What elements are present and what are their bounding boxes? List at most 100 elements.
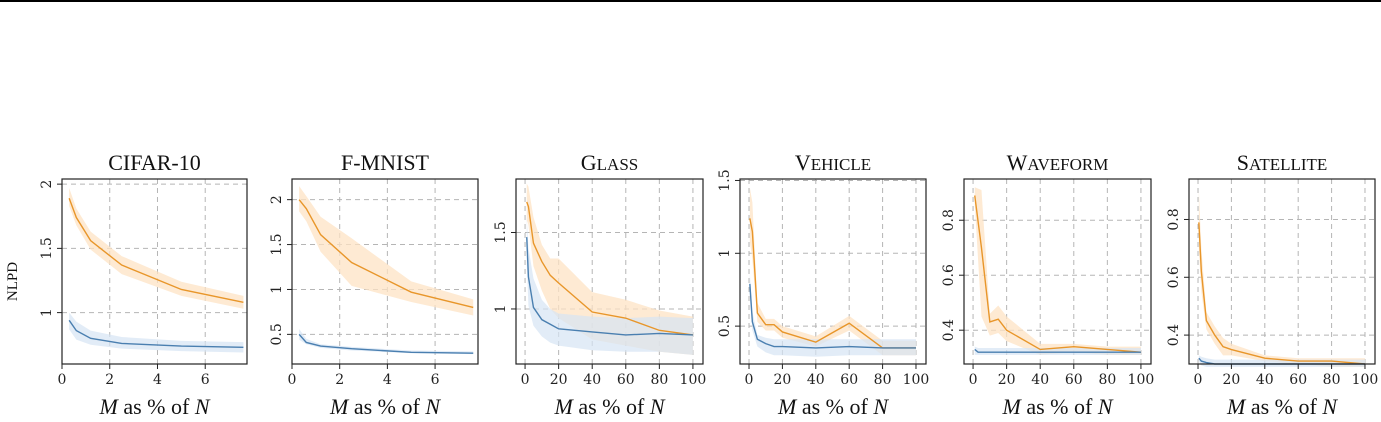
y-tick-label: 1.5 (493, 221, 509, 243)
x-tick-label: 40 (583, 372, 601, 388)
x-tick-label: 80 (650, 372, 668, 388)
y-tick-label: 0.5 (717, 315, 733, 337)
x-axis-label-part: M (329, 394, 350, 419)
y-tick-label: 1.5 (39, 237, 55, 259)
orange-confidence-band (749, 187, 916, 356)
x-tick-label: 60 (840, 372, 858, 388)
x-tick-label: 60 (1065, 372, 1083, 388)
x-tick-label: 20 (1222, 372, 1240, 388)
blue-confidence-band (526, 217, 693, 355)
y-tick-label: 1 (493, 304, 509, 313)
x-axis-label-part: N (1097, 394, 1114, 419)
orange-series-line (974, 195, 1141, 353)
x-tick-label: 0 (288, 372, 297, 388)
blue-series-line (68, 319, 244, 348)
x-tick-label: 20 (998, 372, 1016, 388)
orange-series-line (1198, 222, 1366, 365)
x-axis-label: M as % of N (329, 394, 441, 419)
x-axis-label-part: N (649, 394, 666, 419)
y-tick-label: 0.8 (1166, 208, 1182, 230)
x-tick-label: 60 (617, 372, 635, 388)
panel-1: 0 2 4 6 1 1.5 2 CIFAR-10 M as % of N NLPD (5, 150, 248, 419)
panel-title-initial: S (1237, 150, 1249, 175)
x-axis-label: M as % of N (1226, 394, 1338, 419)
x-axis-label-part: as % of (118, 394, 195, 419)
x-axis-label: M as % of N (554, 394, 666, 419)
x-axis-label-part: as % of (573, 394, 650, 419)
x-tick-label: 4 (153, 372, 162, 388)
x-axis-label-part: M (777, 394, 798, 419)
x-axis-label-part: as % of (1021, 394, 1098, 419)
x-axis-label-part: as % of (348, 394, 425, 419)
orange-series-line (68, 198, 244, 304)
x-tick-label: 40 (1256, 372, 1274, 388)
top-rule (0, 0, 1381, 2)
axes-frame (739, 178, 927, 365)
panel-title: SATELLITE (1237, 150, 1328, 175)
blue-confidence-band (749, 273, 916, 357)
x-tick-label: 100 (1352, 372, 1379, 388)
panel-title-rest: ATELLITE (1249, 155, 1327, 174)
panel-title: WAVEFORM (1007, 150, 1109, 175)
axes-frame (291, 178, 479, 365)
y-tick-label: 1 (269, 285, 285, 294)
y-tick-label: 0.4 (941, 319, 957, 341)
x-tick-label: 80 (1098, 372, 1116, 388)
x-tick-label: 100 (1128, 372, 1155, 388)
orange-series-line (749, 218, 916, 349)
blue-series-line (974, 348, 1141, 353)
x-tick-label: 40 (807, 372, 825, 388)
x-axis-label-part: M (1002, 394, 1023, 419)
x-axis-label: M as % of N (1002, 394, 1114, 419)
x-axis-label-part: as % of (1245, 394, 1322, 419)
panel-2: 0 2 4 6 0.5 1 1.5 2 F-MNIST M as % of N (269, 150, 479, 419)
x-tick-label: 80 (1323, 372, 1341, 388)
blue-series-line (749, 283, 916, 349)
x-tick-label: 4 (383, 372, 392, 388)
x-tick-label: 2 (335, 372, 344, 388)
y-tick-label: 1 (39, 308, 55, 317)
x-tick-label: 0 (521, 372, 530, 388)
panel-title-rest: EHICLE (811, 155, 871, 174)
y-tick-label: 0.6 (941, 264, 957, 286)
x-axis-label: M as % of N (777, 394, 889, 419)
orange-confidence-band (526, 183, 693, 355)
x-tick-label: 100 (680, 372, 707, 388)
axes-frame (515, 178, 704, 365)
x-tick-label: 0 (1194, 372, 1203, 388)
x-tick-label: 80 (874, 372, 892, 388)
panel-title-initial: W (1007, 150, 1028, 175)
y-tick-label: 2 (39, 180, 55, 189)
y-tick-label: 2 (269, 195, 285, 204)
panel-title-initial: G (581, 150, 597, 175)
x-tick-label: 6 (201, 372, 210, 388)
x-axis-label-part: N (872, 394, 889, 419)
y-axis-label: NLPD (5, 262, 21, 301)
x-tick-label: 0 (969, 372, 978, 388)
x-axis-label-part: N (1321, 394, 1338, 419)
x-axis-label: M as % of N (99, 394, 211, 419)
panel-6: 0 20 40 60 80 100 0.4 0.6 0.8 SATELLITE M as % of … (1166, 150, 1378, 419)
x-axis-label-part: N (194, 394, 211, 419)
x-axis-label-part: M (99, 394, 120, 419)
axes-frame (963, 178, 1152, 365)
orange-series-line (298, 199, 474, 309)
x-tick-label: 6 (431, 372, 440, 388)
blue-series-line (298, 333, 474, 354)
y-tick-label: 0.5 (269, 323, 285, 345)
panel-title-rest: AVEFORM (1027, 155, 1108, 174)
panel-4: 0 20 40 60 80 100 0.5 1 1.5 VEHICLE M as % of N (717, 150, 929, 419)
y-tick-label: 1 (717, 249, 733, 258)
orange-confidence-band (69, 187, 244, 309)
x-tick-label: 20 (550, 372, 568, 388)
y-tick-label: 0.4 (1166, 324, 1182, 346)
x-axis-label-part: N (424, 394, 441, 419)
panel-5: 0 20 40 60 80 100 0.4 0.6 0.8 WAVEFORM M as % of N (941, 150, 1154, 419)
orange-confidence-band (1198, 190, 1365, 367)
x-tick-label: 0 (58, 372, 67, 388)
axes-frame (1188, 178, 1376, 365)
x-tick-label: 100 (903, 372, 930, 388)
panel-title: GLASS (581, 150, 638, 175)
orange-series-line (526, 201, 694, 336)
